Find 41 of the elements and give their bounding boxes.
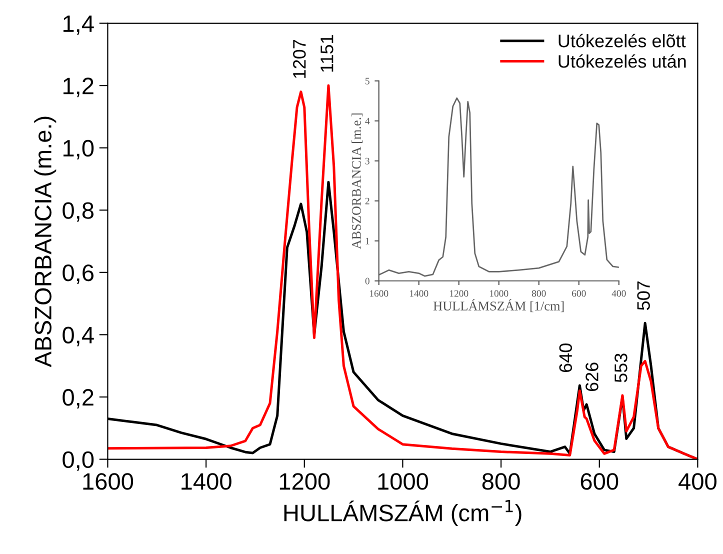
y-tick-label: 0 <box>365 278 370 284</box>
y-tick-label: 5 <box>366 78 370 84</box>
annotation: 1207 <box>293 40 306 78</box>
y-tick-label: 0,6 <box>62 264 94 284</box>
y-axis-title: ABSZORBANCIA [m.e.] <box>352 114 363 250</box>
x-tick-label: 1200 <box>450 290 468 297</box>
legend-label: Utókezelés elõtt <box>558 34 686 48</box>
y-tick-label: 3 <box>365 158 370 164</box>
y-tick-label: 1,4 <box>64 16 94 35</box>
x-tick-label: 1400 <box>182 473 232 490</box>
x-tick-label: 400 <box>678 473 716 490</box>
x-axis-title: HULLÁMSZÁM (cm$^{−1}$) <box>284 500 522 526</box>
x-tick-label: 1600 <box>83 473 134 490</box>
x-tick-label: 600 <box>572 290 586 297</box>
y-tick-label: 0,8 <box>62 202 94 222</box>
annotation: 507 <box>637 281 650 310</box>
x-tick-label: 1000 <box>490 290 508 297</box>
y-tick-label: 0,2 <box>62 389 94 409</box>
y-axis-title: ABSZORBANCIA (m.e.) <box>34 116 56 368</box>
x-tick-label: 800 <box>532 290 546 297</box>
x-tick-label: 800 <box>482 473 520 490</box>
line-series <box>378 97 619 277</box>
x-tick-label: 600 <box>580 473 618 490</box>
y-tick-label: 1,0 <box>64 140 94 160</box>
x-tick-label: 1600 <box>370 290 388 297</box>
x-tick-label: 1200 <box>280 473 330 490</box>
y-tick-label: 0,4 <box>62 326 94 346</box>
annotation: 553 <box>614 354 628 382</box>
annotation: 640 <box>559 344 572 372</box>
legend-label: Utókezelés után <box>558 54 686 68</box>
x-tick-label: 1400 <box>410 290 428 297</box>
x-tick-label: 400 <box>612 290 626 297</box>
y-tick-label: 2 <box>365 198 370 204</box>
y-tick-label: 0,0 <box>62 451 94 471</box>
y-tick-label: 4 <box>365 118 370 124</box>
x-axis-title: HULLÁMSZÁM [1/cm] <box>433 299 564 312</box>
annotation: 626 <box>586 362 598 392</box>
x-tick-label: 1000 <box>378 473 428 490</box>
annotation: 1151 <box>320 35 334 72</box>
y-tick-label: 1,2 <box>64 78 94 98</box>
y-tick-label: 1 <box>366 238 370 244</box>
